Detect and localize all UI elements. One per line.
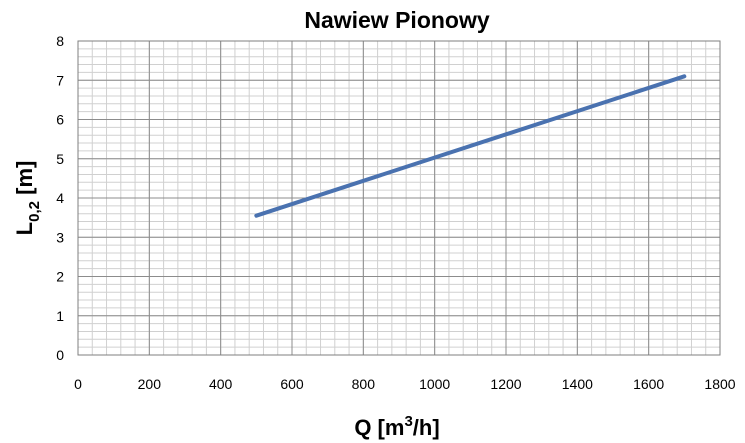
x-tick-label: 1800 (704, 376, 735, 392)
y-tick-label: 2 (56, 269, 64, 285)
y-tick-label: 1 (56, 308, 64, 324)
x-axis-label-main: Q [m (354, 415, 404, 440)
plot-area (77, 40, 721, 356)
y-tick-label: 7 (56, 72, 64, 88)
y-tick-label: 6 (56, 112, 64, 128)
x-tick-label: 1200 (490, 376, 521, 392)
y-tick-label: 3 (56, 229, 64, 245)
y-tick-label: 5 (56, 151, 64, 167)
x-tick-label: 800 (352, 376, 376, 392)
x-axis-label-tail: /h] (413, 415, 440, 440)
y-tick-label: 0 (56, 347, 64, 363)
x-tick-label: 200 (138, 376, 162, 392)
x-tick-label: 600 (280, 376, 304, 392)
x-tick-label: 0 (74, 376, 82, 392)
y-axis-label-tail: [m] (12, 161, 37, 201)
y-axis-ticks: 0 1 2 3 4 5 6 7 8 (56, 33, 64, 363)
x-axis-label-sup: 3 (404, 413, 412, 430)
x-tick-label: 400 (209, 376, 233, 392)
x-axis-ticks: 0 200 400 600 800 1000 1200 1400 1600 1800 (74, 376, 736, 392)
x-tick-label: 1400 (562, 376, 593, 392)
y-tick-label: 8 (56, 33, 64, 49)
series-line (254, 74, 687, 218)
x-tick-label: 1000 (419, 376, 450, 392)
x-tick-label: 1600 (633, 376, 664, 392)
x-axis-label: Q [m3/h] (354, 413, 439, 440)
series-layer (254, 74, 687, 218)
y-axis-label-sub: 0,2 (26, 201, 43, 222)
y-tick-label: 4 (56, 190, 64, 206)
y-axis-label-main: L (12, 222, 37, 235)
chart-title: Nawiew Pionowy (304, 7, 490, 33)
y-axis-label: L0,2 [m] (12, 161, 43, 236)
